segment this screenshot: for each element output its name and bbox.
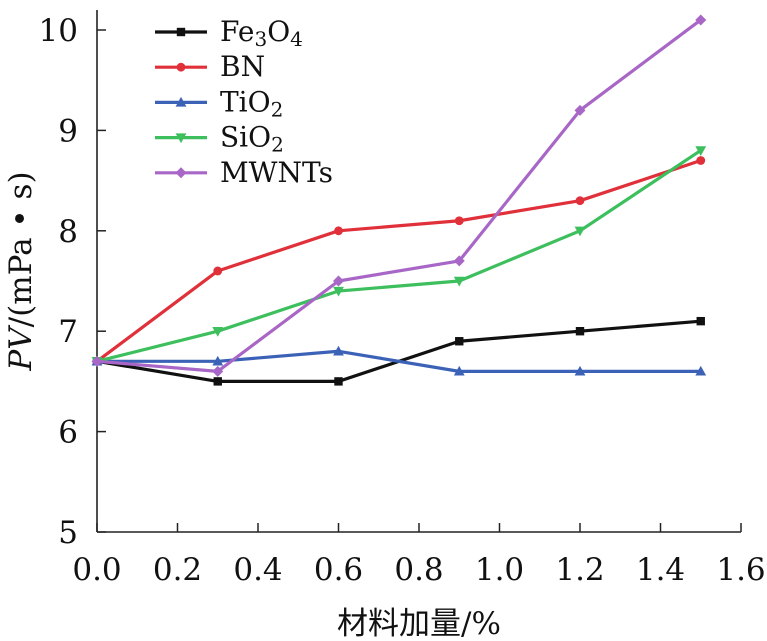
- triangle-up-marker: [212, 355, 224, 366]
- axes-layer: 0.0 0.2 0.4 0.6 0.8 1.0 1.2 1.4 1.6 5 6 7 8 9 10: [39, 10, 766, 588]
- triangle-up-marker: [695, 365, 707, 376]
- triangle-down-marker: [574, 226, 586, 237]
- legend-label: Fe3O4: [220, 15, 303, 51]
- circle-marker: [575, 196, 585, 206]
- square-marker: [696, 316, 705, 326]
- circle-marker: [176, 62, 186, 72]
- circle-marker: [454, 216, 464, 226]
- y-tick-label: 5: [58, 515, 78, 551]
- legend-label-part: BN: [220, 50, 265, 83]
- x-tick-label: 1.2: [555, 552, 604, 588]
- triangle-down-marker: [695, 146, 707, 156]
- diamond-marker: [453, 255, 465, 267]
- y-tick-label: 10: [39, 13, 78, 49]
- legend-label: BN: [220, 50, 265, 83]
- series-line: [95, 18, 703, 373]
- legend-item-bn: BN: [155, 50, 265, 83]
- x-tick-label: 1.6: [716, 552, 765, 588]
- legend-label-part: 2: [271, 97, 284, 121]
- legend-item-sio2: SiO2: [155, 121, 284, 157]
- x-tick-label: 0.6: [314, 552, 363, 588]
- y-tick-label: 8: [58, 214, 78, 250]
- triangle-down-marker: [333, 286, 344, 297]
- x-tick-label: 0.4: [233, 552, 282, 588]
- y-axis-title-unit: /(mPa • s): [3, 171, 39, 327]
- square-marker: [213, 377, 222, 386]
- series-bn: [92, 156, 706, 366]
- x-tick-label: 0.0: [72, 552, 121, 588]
- legend-item-mwnts: MWNTs: [155, 156, 333, 189]
- diamond-marker: [175, 167, 187, 179]
- triangle-down-marker: [175, 133, 187, 144]
- legend-label-part: 2: [271, 133, 284, 157]
- y-tick-label: 6: [58, 415, 78, 451]
- y-tick-label: 7: [58, 314, 78, 350]
- triangle-up-marker: [574, 365, 586, 376]
- circle-marker: [213, 266, 223, 276]
- x-axis-title: 材料加量/%: [337, 606, 501, 641]
- x-tick-label: 1.4: [636, 552, 685, 588]
- series-layer: [91, 14, 707, 386]
- square-marker: [176, 27, 186, 37]
- y-axis-title: PV/(mPa • s): [3, 171, 39, 371]
- legend-item-fe3o4: Fe3O4: [155, 15, 303, 51]
- series-fe3o4: [92, 316, 705, 386]
- square-marker: [575, 327, 585, 336]
- diamond-marker: [333, 275, 344, 287]
- series-line: [95, 349, 703, 373]
- square-marker: [455, 337, 464, 346]
- legend-label-part: TiO: [220, 85, 271, 118]
- legend-label: SiO2: [220, 121, 284, 157]
- triangle-down-marker: [212, 327, 224, 337]
- triangle-up-marker: [175, 96, 187, 107]
- diamond-marker: [212, 365, 224, 377]
- legend-label-part: O: [267, 15, 290, 48]
- triangle-up-marker: [333, 345, 344, 356]
- legend-label: MWNTs: [220, 156, 333, 189]
- series-line: [95, 158, 703, 363]
- diamond-marker: [574, 104, 586, 116]
- series-mwnts: [91, 14, 707, 377]
- series-sio2: [91, 146, 707, 367]
- legend-label-part: MWNTs: [220, 156, 333, 189]
- square-marker: [334, 377, 343, 386]
- legend-label-part: 3: [254, 27, 267, 51]
- triangle-down-marker: [453, 276, 465, 287]
- x-tick-label: 0.8: [394, 552, 443, 588]
- y-tick-label: 9: [58, 113, 78, 149]
- series-tio2: [91, 345, 707, 376]
- diamond-marker: [695, 14, 707, 26]
- x-tick-label: 0.2: [153, 552, 202, 588]
- legend-label-part: Fe: [220, 15, 254, 48]
- legend-label: TiO2: [220, 85, 283, 121]
- legend-label-part: SiO: [220, 121, 271, 154]
- y-axis-title-italic: PV: [3, 324, 39, 372]
- circle-marker: [334, 226, 343, 236]
- legend-item-tio2: TiO2: [155, 85, 283, 121]
- triangle-up-marker: [453, 365, 465, 376]
- axis-labels: 材料加量/% PV/(mPa • s): [3, 171, 501, 641]
- circle-marker: [696, 156, 706, 165]
- diamond-marker: [91, 355, 103, 367]
- legend-label-part: 4: [290, 27, 303, 51]
- series-line: [95, 148, 703, 363]
- x-tick-label: 1.0: [475, 552, 524, 588]
